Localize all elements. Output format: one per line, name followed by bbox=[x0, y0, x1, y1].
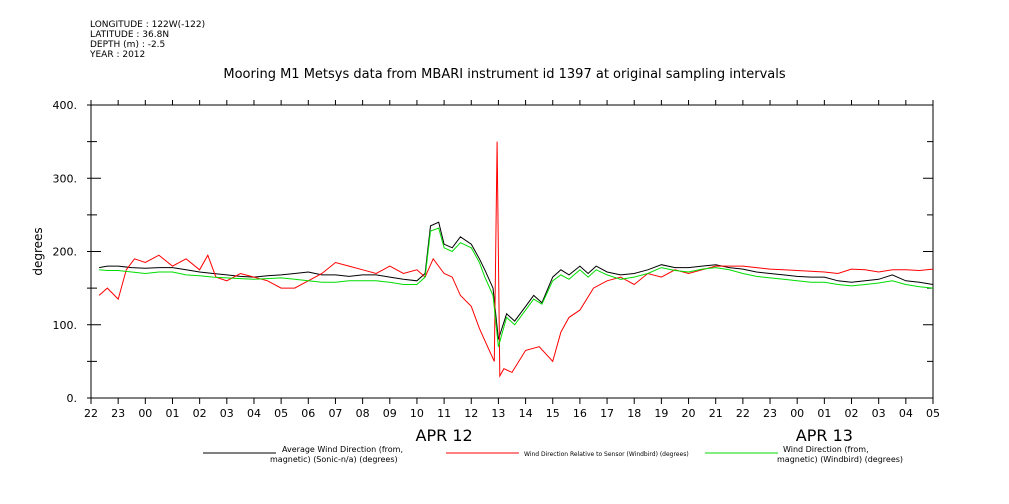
metadata-block: LONGITUDE : 122W(-122) LATITUDE : 36.8N … bbox=[90, 20, 205, 60]
x-tick-label: 19 bbox=[654, 407, 668, 420]
plot-frame bbox=[90, 104, 934, 399]
x-tick-label: 02 bbox=[845, 407, 859, 420]
date-label: APR 12 bbox=[416, 426, 473, 445]
x-tick-label: 11 bbox=[437, 407, 451, 420]
x-tick-label: 07 bbox=[328, 407, 342, 420]
legend-label-1: Average Wind Direction (from, magnetic) (… bbox=[270, 445, 403, 464]
x-tick-label: 05 bbox=[926, 407, 940, 420]
x-tick-label: 00 bbox=[138, 407, 152, 420]
series-line-2 bbox=[98, 141, 934, 378]
y-tick-label: 300. bbox=[53, 172, 78, 185]
x-tick-label: 14 bbox=[519, 407, 533, 420]
latitude-text: LATITUDE : 36.8N bbox=[90, 30, 170, 40]
x-tick-label: 02 bbox=[193, 407, 207, 420]
y-tick-label: 0. bbox=[67, 392, 78, 405]
x-tick-label: 18 bbox=[627, 407, 641, 420]
x-tick-label: 12 bbox=[464, 407, 478, 420]
y-tick-label: 200. bbox=[53, 246, 78, 259]
x-tick-label: 01 bbox=[165, 407, 179, 420]
longitude-text: LONGITUDE : 122W(-122) bbox=[90, 20, 206, 30]
y-axis-label: degrees bbox=[31, 227, 45, 275]
x-tick-label: 23 bbox=[763, 407, 777, 420]
depth-text: DEPTH (m) : -2.5 bbox=[90, 40, 166, 50]
x-tick-label: 05 bbox=[274, 407, 288, 420]
x-tick-label: 08 bbox=[356, 407, 370, 420]
year-text: YEAR : 2012 bbox=[90, 50, 146, 60]
x-tick-label: 04 bbox=[247, 407, 261, 420]
legend-label-2: Wind Direction Relative to Sensor (Windb… bbox=[524, 451, 689, 458]
x-tick-label: 10 bbox=[410, 407, 424, 420]
chart-title: Mooring M1 Metsys data from MBARI instru… bbox=[223, 67, 786, 82]
x-tick-label: 09 bbox=[383, 407, 397, 420]
series-line-1 bbox=[99, 221, 934, 340]
x-tick-label: 21 bbox=[709, 407, 723, 420]
x-tick-label: 23 bbox=[111, 407, 125, 420]
x-tick-label: 03 bbox=[872, 407, 886, 420]
x-tick-label: 22 bbox=[84, 407, 98, 420]
series-line-3 bbox=[99, 227, 934, 347]
x-tick-label: 13 bbox=[491, 407, 505, 420]
x-tick-label: 00 bbox=[790, 407, 804, 420]
x-tick-label: 22 bbox=[736, 407, 750, 420]
y-tick-label: 400. bbox=[53, 99, 78, 112]
date-label: APR 13 bbox=[796, 426, 853, 445]
legend-label-3: Wind Direction (from, magnetic) (Windbird… bbox=[777, 445, 903, 464]
x-tick-label: 04 bbox=[899, 407, 913, 420]
x-tick-label: 06 bbox=[301, 407, 315, 420]
y-tick-label: 100. bbox=[53, 319, 78, 332]
x-tick-label: 01 bbox=[817, 407, 831, 420]
x-tick-label: 17 bbox=[600, 407, 614, 420]
x-tick-label: 15 bbox=[546, 407, 560, 420]
x-tick-label: 16 bbox=[573, 407, 587, 420]
x-tick-label: 03 bbox=[220, 407, 234, 420]
x-tick-label: 20 bbox=[682, 407, 696, 420]
